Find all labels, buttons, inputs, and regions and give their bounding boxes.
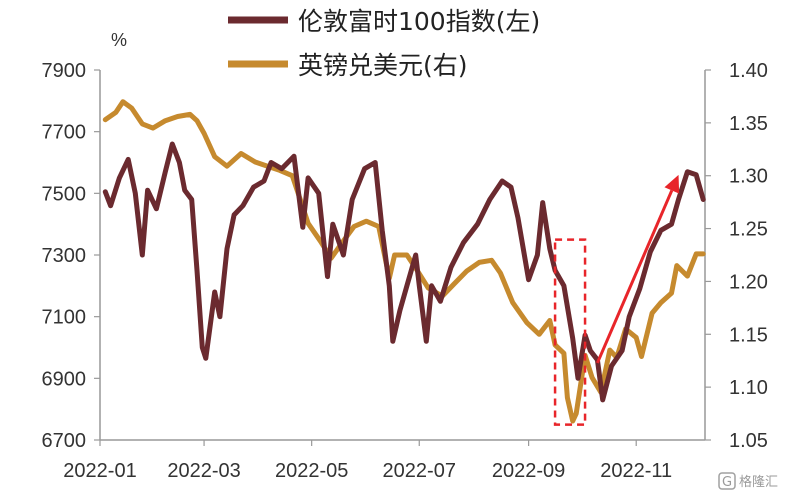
y-tick-label-right: 1.30 bbox=[729, 166, 768, 188]
y-tick-label-right: 1.40 bbox=[729, 60, 768, 82]
y-tick-label-left: 7700 bbox=[42, 122, 87, 144]
y-ticks-right: 1.40 1.35 1.30 1.25 1.20 1.15 1.10 1.05 bbox=[705, 60, 768, 452]
y-tick-label-left: 7100 bbox=[42, 307, 87, 329]
y-tick-label-left: 7300 bbox=[42, 245, 87, 267]
y-tick-label-left: 7500 bbox=[42, 183, 87, 205]
legend-label-ftse: 伦敦富时100指数(左) bbox=[298, 7, 540, 36]
annotation-layer bbox=[553, 174, 680, 426]
y-tick-label-right: 1.20 bbox=[729, 271, 768, 293]
watermark-text: 格隆汇 bbox=[739, 474, 778, 490]
y-tick-label-right: 1.05 bbox=[729, 430, 768, 452]
watermark: G 格隆汇 bbox=[718, 472, 778, 490]
y-tick-label-left: 6900 bbox=[42, 368, 87, 390]
legend-label-gbpusd: 英镑兑美元(右) bbox=[298, 51, 468, 80]
legend: 伦敦富时100指数(左) 英镑兑美元(右) bbox=[228, 7, 540, 80]
series-layer bbox=[102, 99, 706, 424]
highlight-dashed-box bbox=[553, 238, 587, 426]
x-tick-label: 2022-05 bbox=[275, 460, 348, 482]
watermark-logo-box bbox=[718, 472, 736, 490]
x-tick-label: 2022-07 bbox=[383, 460, 456, 482]
y-ticks-left: 7900 7700 7500 7300 7100 6900 6700 bbox=[42, 60, 100, 452]
y-unit-label: % bbox=[111, 30, 127, 50]
y-tick-label-right: 1.10 bbox=[729, 377, 768, 399]
x-tick-label: 2022-01 bbox=[63, 460, 136, 482]
x-tick-label: 2022-03 bbox=[167, 460, 240, 482]
watermark-logo: G bbox=[722, 475, 732, 490]
trend-arrow-shaft bbox=[596, 189, 674, 364]
trend-arrow-head bbox=[664, 174, 680, 194]
y-tick-label-right: 1.15 bbox=[729, 324, 768, 346]
x-tick-label: 2022-09 bbox=[492, 460, 565, 482]
y-tick-label-left: 6700 bbox=[42, 430, 87, 452]
y-tick-label-right: 1.25 bbox=[729, 219, 768, 241]
series-line-ftse bbox=[102, 141, 706, 403]
x-ticks: 2022-01 2022-03 2022-05 2022-07 2022-09 2022-… bbox=[63, 440, 672, 482]
x-tick-label: 2022-11 bbox=[600, 460, 672, 482]
y-tick-label-left: 7900 bbox=[42, 60, 87, 82]
y-tick-label-right: 1.35 bbox=[729, 113, 768, 135]
